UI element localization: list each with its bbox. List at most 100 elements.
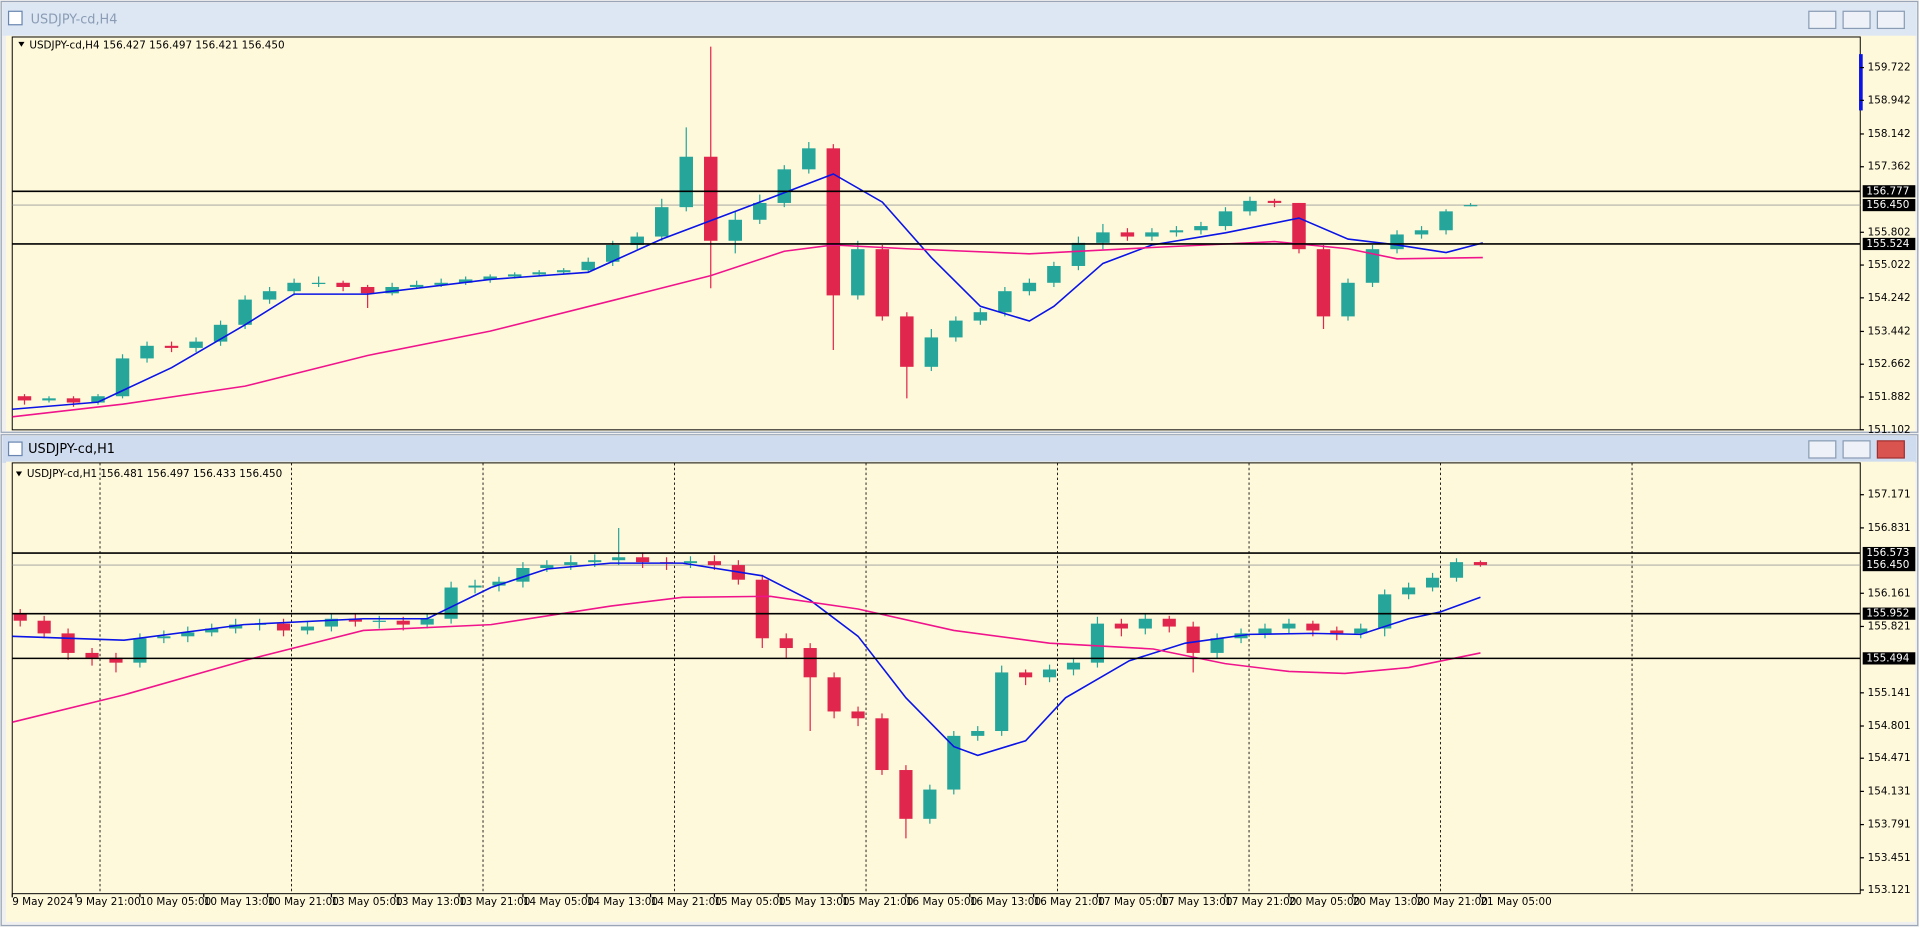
candle-body	[444, 587, 458, 619]
candle-body	[189, 341, 203, 348]
candle-body	[900, 316, 914, 367]
candle-body	[1210, 638, 1224, 653]
candle-body	[707, 561, 722, 566]
x-tick-label: 17 May 13:00	[1161, 896, 1232, 908]
price-label: 156.777	[1866, 185, 1909, 197]
candle-body	[1145, 232, 1159, 237]
window-title: USDJPY-cd,H4	[31, 12, 118, 27]
candle-body	[409, 284, 424, 287]
candle-body	[1390, 234, 1404, 250]
candle-body	[91, 396, 105, 403]
candle-body	[704, 156, 718, 241]
close-button[interactable]	[1876, 10, 1905, 30]
price-label: 155.494	[1866, 652, 1909, 664]
candle-body	[1425, 577, 1440, 588]
candle-body	[385, 286, 399, 294]
candle-body	[205, 628, 219, 633]
y-tick-label: 156.161	[1868, 587, 1911, 599]
candle-body	[995, 672, 1009, 731]
plot-frame	[11, 36, 1861, 431]
maximize-button[interactable]	[1842, 440, 1871, 459]
window-icon	[7, 441, 23, 457]
x-tick-label: 14 May 21:00	[651, 896, 722, 908]
y-tick-label: 154.131	[1868, 785, 1911, 797]
x-tick-label: 13 May 05:00	[331, 896, 402, 908]
candle-body	[1019, 672, 1033, 678]
candle-body	[1354, 628, 1368, 634]
candle-body	[753, 202, 767, 220]
maximize-button[interactable]	[1842, 10, 1871, 30]
candle-body	[971, 730, 985, 736]
candle-body	[1169, 230, 1184, 233]
candle-body	[827, 677, 841, 712]
x-tick-label: 16 May 21:00	[1034, 896, 1105, 908]
chart-background	[6, 35, 1916, 432]
x-tick-label: 13 May 13:00	[395, 896, 466, 908]
candle-body	[564, 562, 578, 566]
price-label: 155.952	[1866, 608, 1909, 620]
x-tick-label: 15 May 13:00	[778, 896, 849, 908]
candle-body	[1218, 211, 1233, 227]
x-tick-label: 17 May 05:00	[1097, 896, 1168, 908]
candle-body	[1378, 594, 1392, 629]
candle-body	[683, 561, 698, 564]
price-label-box	[1862, 237, 1916, 251]
price-label: 155.524	[1866, 238, 1909, 250]
candle-body	[998, 291, 1012, 313]
candle-body	[1365, 249, 1380, 283]
candle-body	[133, 638, 147, 663]
candle-body	[728, 219, 743, 241]
candle-body	[17, 396, 32, 401]
close-button[interactable]	[1876, 440, 1905, 459]
candle-body	[360, 286, 375, 294]
y-tick-label: 152.662	[1868, 358, 1911, 370]
title-bar[interactable]	[2, 2, 1917, 36]
menu-arrow[interactable]	[15, 471, 23, 477]
minimize-button[interactable]	[1808, 10, 1837, 30]
candle-body	[588, 560, 602, 563]
candle-body	[1330, 630, 1344, 634]
candle-body	[949, 320, 963, 338]
y-tick-label: 155.141	[1868, 687, 1911, 699]
last-price-label: 156.450	[1866, 559, 1909, 571]
scroll-indicator	[1859, 54, 1863, 111]
candle-body	[779, 638, 793, 649]
y-tick-label: 157.362	[1868, 161, 1911, 173]
price-label-box	[1862, 607, 1916, 620]
y-tick-label: 155.022	[1868, 259, 1911, 271]
candle-body	[336, 282, 350, 287]
minimize-button[interactable]	[1808, 440, 1837, 459]
window-buttons	[1808, 10, 1905, 30]
candle-body	[483, 276, 497, 280]
candle-body	[875, 249, 890, 317]
candle-body	[1096, 232, 1110, 243]
candle-body	[1243, 200, 1257, 212]
candle-body	[61, 633, 75, 653]
x-tick-label: 10 May 21:00	[268, 896, 339, 908]
candle-body	[85, 652, 99, 658]
candle-body	[826, 148, 841, 296]
candle-body	[777, 169, 792, 203]
x-tick-label: 13 May 21:00	[459, 896, 530, 908]
candle-body	[181, 632, 195, 637]
candle-body	[755, 579, 769, 639]
candle-body	[66, 398, 81, 403]
title-bar[interactable]	[2, 435, 1917, 463]
price-label-box	[1862, 185, 1916, 198]
candle-body	[923, 789, 937, 819]
candle-body	[851, 249, 865, 296]
candle-body	[1258, 628, 1272, 634]
candle-body	[420, 618, 434, 625]
plot-frame	[11, 462, 1861, 895]
candle-body	[630, 236, 644, 245]
menu-arrow[interactable]	[18, 41, 25, 47]
y-tick-label: 156.831	[1868, 522, 1911, 534]
x-tick-label: 21 May 05:00	[1480, 896, 1551, 908]
candle-body	[655, 207, 669, 237]
candle-body	[42, 398, 56, 401]
candle-body	[1022, 282, 1037, 292]
candle-body	[1042, 669, 1057, 678]
y-tick-label: 155.802	[1868, 226, 1911, 238]
candle-body	[1194, 226, 1208, 231]
candle-body	[434, 282, 448, 285]
